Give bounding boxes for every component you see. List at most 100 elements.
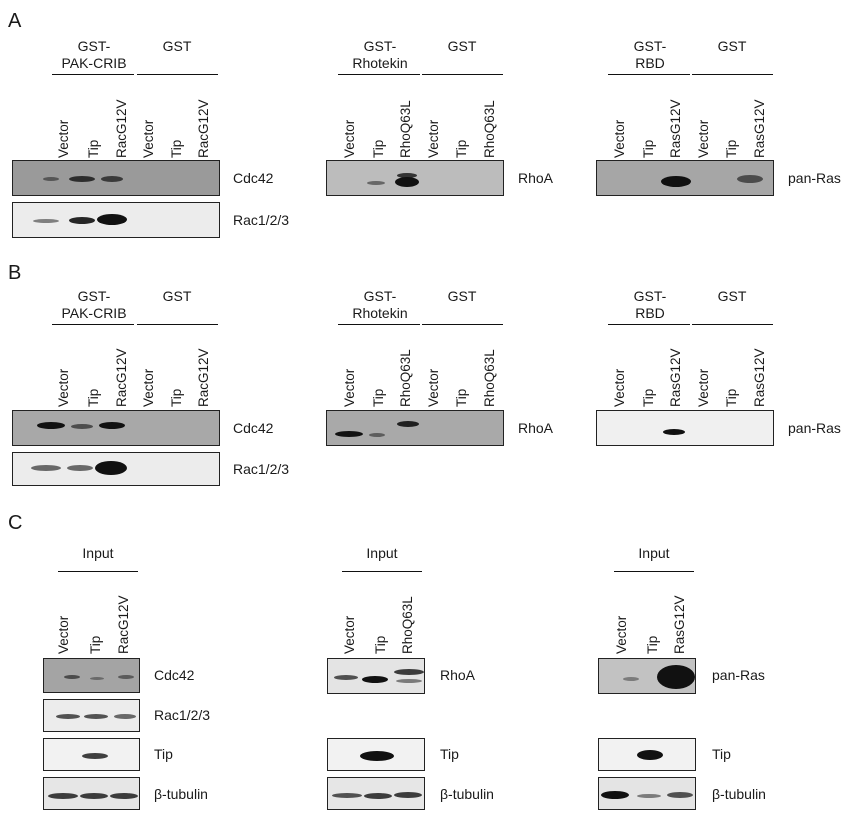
lane-label: Tip: [641, 139, 656, 158]
label-panras: pan-Ras: [712, 667, 765, 683]
band: [69, 217, 95, 224]
header-gst-rhotekin: GST- Rhotekin: [352, 38, 408, 71]
lane-label: RasG12V: [672, 595, 687, 654]
header-gst: GST: [162, 288, 192, 304]
blot-b-cdc42: [12, 410, 220, 446]
header-gst-pak-crib: GST- PAK-CRIB: [61, 38, 127, 71]
label-rhoa: RhoA: [518, 420, 554, 436]
label-panras: pan-Ras: [788, 420, 841, 436]
band: [667, 792, 693, 798]
lane-label: RacG12V: [196, 348, 211, 407]
lane-label: Vector: [342, 615, 357, 654]
header-gst-rbd: GST- RBD: [633, 38, 667, 71]
header-underline: [338, 74, 420, 75]
lane-label: RasG12V: [668, 348, 683, 407]
blot-b-panras: [596, 410, 774, 446]
band: [394, 669, 424, 675]
lane-label: Vector: [612, 368, 627, 407]
lane-label: Tip: [645, 635, 660, 654]
lane-label: Tip: [724, 139, 739, 158]
label-tip: Tip: [712, 746, 731, 762]
lane-label: Tip: [373, 635, 388, 654]
header-underline: [137, 74, 218, 75]
lane-label: RasG12V: [752, 348, 767, 407]
band: [110, 793, 138, 799]
lane-label: RasG12V: [668, 99, 683, 158]
band: [334, 675, 358, 680]
band: [82, 753, 108, 759]
blot-b-rac: [12, 452, 220, 486]
label-cdc42: Cdc42: [233, 420, 274, 436]
band: [364, 793, 392, 799]
blot-c-rhoa: [327, 658, 425, 694]
header-gst: GST: [717, 288, 747, 304]
panel-label-c: C: [8, 512, 23, 534]
lane-label: Vector: [342, 119, 357, 158]
lane-label: RacG12V: [196, 99, 211, 158]
blot-b-rhoa: [326, 410, 504, 446]
header-underline: [422, 324, 503, 325]
header-gst: GST: [162, 38, 192, 54]
label-tip: Tip: [154, 746, 173, 762]
lane-label: Tip: [169, 139, 184, 158]
band: [637, 794, 661, 798]
blot-a-rac: [12, 202, 220, 238]
header-underline: [608, 74, 690, 75]
header-underline: [422, 74, 503, 75]
header-underline: [338, 324, 420, 325]
band: [737, 175, 763, 183]
header-underline: [614, 571, 694, 572]
header-underline: [52, 324, 134, 325]
label-tubulin: β-tubulin: [154, 786, 208, 802]
header-underline: [342, 571, 422, 572]
blot-c-tip: [598, 738, 696, 771]
band: [397, 421, 419, 427]
lane-label: Vector: [342, 368, 357, 407]
label-tip: Tip: [440, 746, 459, 762]
header-underline: [137, 324, 218, 325]
band: [31, 465, 61, 471]
lane-label: Vector: [612, 119, 627, 158]
lane-label: Vector: [696, 368, 711, 407]
lane-label: Vector: [426, 119, 441, 158]
blot-a-panras: [596, 160, 774, 196]
label-rhoa: RhoA: [518, 170, 554, 186]
label-tubulin: β-tubulin: [440, 786, 494, 802]
blot-a-cdc42: [12, 160, 220, 196]
band: [67, 465, 93, 471]
lane-label: Tip: [88, 635, 103, 654]
band: [362, 676, 388, 683]
band: [394, 792, 422, 798]
band: [395, 177, 419, 187]
blot-c-cdc42: [43, 658, 140, 693]
band: [657, 665, 695, 689]
lane-label: Vector: [141, 368, 156, 407]
lane-label: RhoQ63L: [398, 349, 413, 407]
label-cdc42: Cdc42: [154, 667, 195, 683]
lane-label: RhoQ63L: [398, 100, 413, 158]
header-underline: [692, 74, 773, 75]
lane-label: Vector: [56, 368, 71, 407]
header-gst: GST: [717, 38, 747, 54]
lane-label: Tip: [641, 388, 656, 407]
lane-label: Tip: [454, 139, 469, 158]
lane-label: Tip: [371, 139, 386, 158]
label-tubulin: β-tubulin: [712, 786, 766, 802]
band: [99, 422, 125, 429]
lane-label: Vector: [696, 119, 711, 158]
band: [71, 424, 93, 429]
band: [84, 714, 108, 719]
lane-label: Tip: [86, 388, 101, 407]
lane-label: RacG12V: [116, 595, 131, 654]
header-input: Input: [366, 545, 398, 561]
label-rac: Rac1/2/3: [233, 212, 290, 228]
header-input: Input: [638, 545, 670, 561]
band: [114, 714, 136, 719]
band: [601, 791, 629, 799]
lane-label: RhoQ63L: [482, 349, 497, 407]
blot-c-tubulin: [327, 777, 425, 810]
band: [97, 214, 127, 225]
band: [101, 176, 123, 182]
lane-label: Tip: [371, 388, 386, 407]
blot-c-tubulin: [43, 777, 140, 810]
